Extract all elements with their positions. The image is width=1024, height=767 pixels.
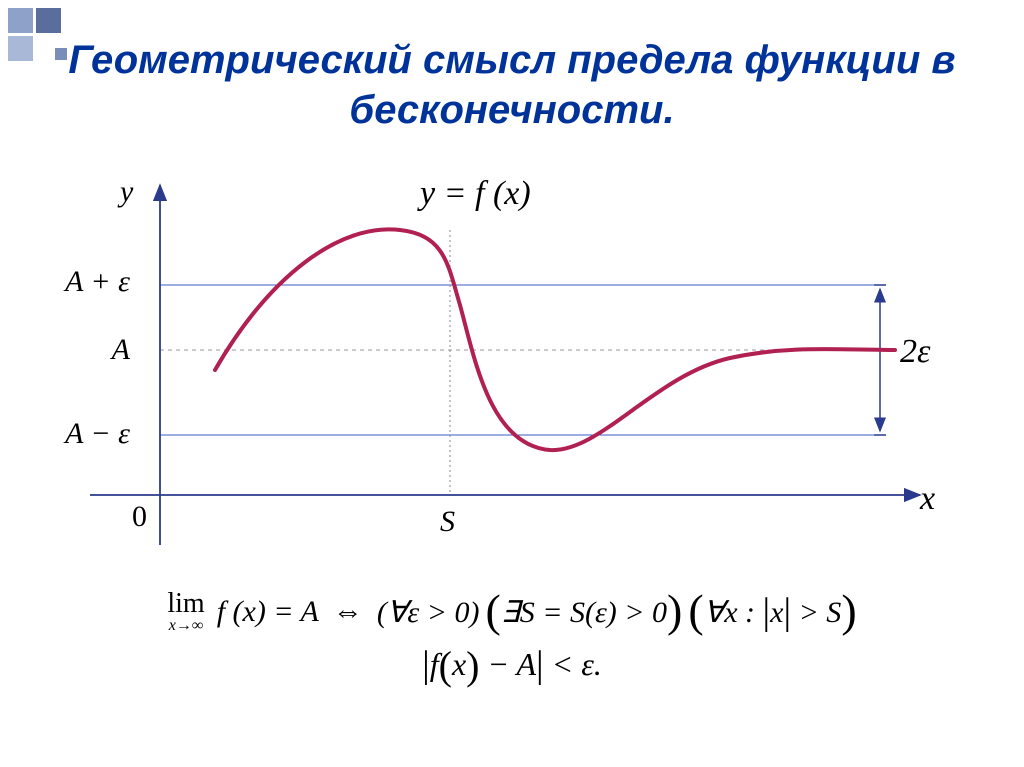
iff-symbol: ⇔: [333, 595, 363, 629]
deco-sq-0: [8, 8, 33, 33]
forall-eps-clause: (∀ε > 0): [377, 595, 480, 630]
page-title: Геометрический смысл предела функции в б…: [0, 35, 1024, 135]
two-epsilon-label: 2ε: [900, 333, 930, 371]
y-tick-A: A: [40, 333, 130, 367]
y-tick-A-plus-eps: A + ε: [40, 265, 130, 299]
x-axis-label: x: [920, 480, 935, 518]
s-marker-label: S: [440, 505, 455, 539]
formula-line-2: |f(x) − A| < ε.: [0, 646, 1024, 683]
function-label: y = f (x): [420, 175, 531, 213]
chart: y x 0 A + ε A A − ε S y = f (x) 2ε: [40, 175, 960, 575]
forall-x-clause: (∀x : |x| > S): [688, 595, 856, 630]
fx-equals-A: f (x) = A: [217, 595, 319, 629]
exists-S-clause: (∃S = S(ε) > 0): [485, 595, 682, 630]
origin-label: 0: [132, 500, 147, 534]
y-axis-label: y: [120, 175, 133, 209]
formula-block: lim x→∞ f (x) = A ⇔ (∀ε > 0) (∃S = S(ε) …: [0, 590, 1024, 683]
limit-operator: lim x→∞: [167, 590, 204, 634]
formula-line-1: lim x→∞ f (x) = A ⇔ (∀ε > 0) (∃S = S(ε) …: [0, 590, 1024, 634]
deco-sq-1: [36, 8, 61, 33]
y-tick-A-minus-eps: A − ε: [40, 417, 130, 451]
chart-svg: [40, 175, 960, 575]
